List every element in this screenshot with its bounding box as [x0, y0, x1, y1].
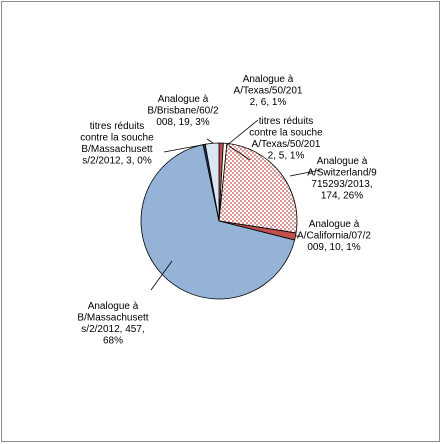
slice-data-label: Analogue à B/Massachusett s/2/2012, 457, 68… — [77, 301, 148, 347]
slice-data-label: Analogue à A/California/07/2 009, 10, 1% — [297, 219, 371, 253]
slice-data-label: titres réduits contre la souche B/Massachu… — [80, 121, 154, 167]
pie-slice — [140, 144, 296, 300]
leader-line — [228, 145, 251, 161]
slice-data-label: Analogue à B/Brisbane/60/2 008, 19, 3% — [147, 94, 219, 128]
slice-data-label: titres réduits contre la souche A/Texas/50… — [249, 116, 323, 162]
slice-data-label: Analogue à A/Texas/50/201 2, 6, 1% — [234, 74, 303, 108]
leader-line — [289, 169, 321, 177]
slice-data-label: Analogue à A/Switzerland/9 715293/2013, 174… — [307, 156, 377, 202]
pie-slice — [218, 142, 298, 234]
leader-line — [163, 143, 208, 153]
leader-line — [150, 260, 173, 291]
leader-line — [225, 119, 259, 147]
leader-line — [206, 138, 214, 144]
